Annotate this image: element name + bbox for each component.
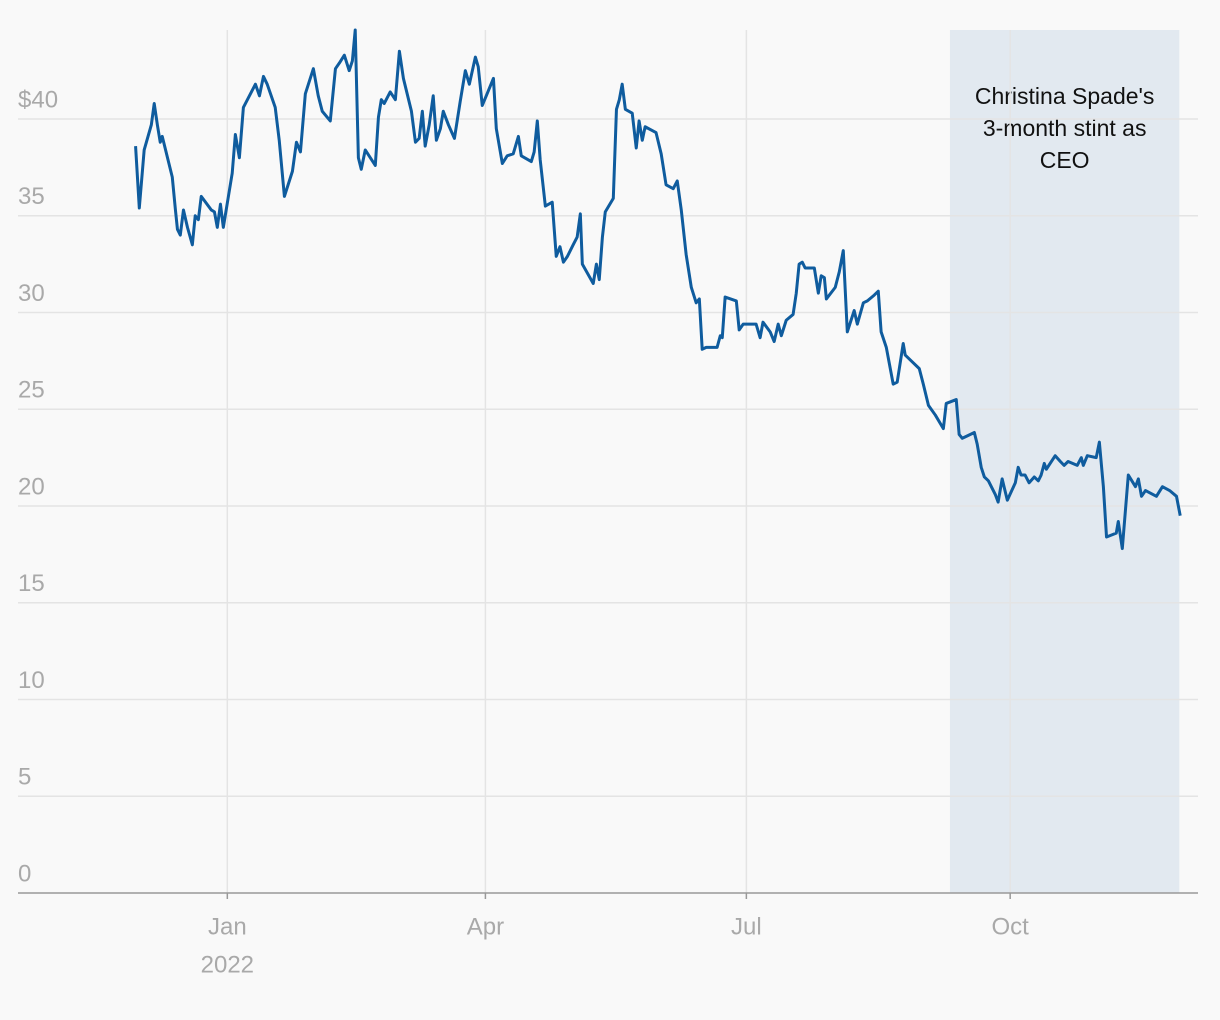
x-tick-label: Apr	[467, 913, 504, 940]
y-tick-label: 5	[18, 764, 31, 791]
highlight-band	[949, 30, 1180, 893]
x-tick-label: Jul	[731, 913, 762, 940]
x-tick-label: Jan	[208, 913, 247, 940]
y-tick-label: 30	[18, 280, 45, 307]
x-tick-label: Oct	[992, 913, 1030, 940]
y-tick-label: 20	[18, 473, 45, 500]
y-tick-label: 10	[18, 667, 45, 694]
price-line	[134, 28, 1182, 551]
year-label: 2022	[201, 951, 254, 978]
y-tick-label: 35	[18, 183, 45, 210]
y-tick-label: $40	[18, 86, 58, 113]
y-tick-label: 15	[18, 570, 45, 597]
y-tick-label: 25	[18, 377, 45, 404]
annotation: Christina Spade's 3-month stint as CEO	[974, 83, 1155, 173]
annotation-box: Christina Spade's 3-month stint as CEO	[974, 83, 1155, 173]
y-tick-label: 0	[18, 860, 31, 887]
